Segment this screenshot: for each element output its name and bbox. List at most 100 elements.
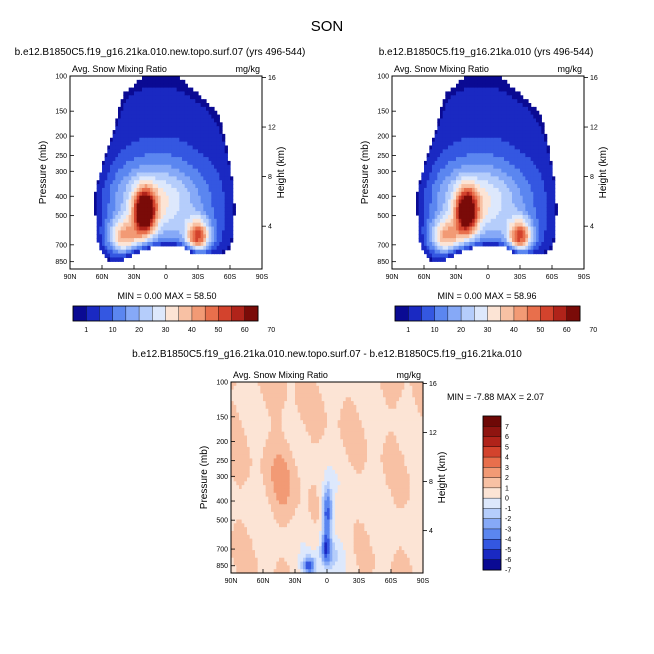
panel-0-cell bbox=[123, 199, 127, 204]
panel-1-cell bbox=[445, 130, 449, 135]
panel-1-cell bbox=[456, 203, 460, 208]
panel-0-cell bbox=[216, 234, 220, 239]
panel-0-cell bbox=[174, 164, 178, 170]
panel-1-cell bbox=[426, 253, 430, 259]
panel-0-cell bbox=[184, 106, 188, 112]
panel-0-cell bbox=[118, 122, 122, 127]
panel-1-cell bbox=[509, 164, 513, 170]
panel-0-cell bbox=[123, 191, 127, 197]
panel-0-cell bbox=[136, 234, 140, 239]
panel-2-cell bbox=[231, 488, 235, 494]
panel-1-cell bbox=[501, 226, 505, 231]
panel-1-cell bbox=[522, 180, 526, 185]
panel-1-cell bbox=[501, 103, 505, 108]
panel-0-cell bbox=[104, 234, 108, 239]
panel-0-cell bbox=[152, 184, 156, 189]
panel-2-cell bbox=[263, 389, 267, 395]
panel-1-cell bbox=[512, 203, 516, 208]
panel-2-cell bbox=[268, 450, 272, 456]
panel-1-cell bbox=[450, 241, 454, 247]
panel-2-cell bbox=[233, 504, 237, 509]
panel-2-cell bbox=[244, 477, 248, 482]
panel-1-cell bbox=[480, 234, 484, 239]
panel-0-cell bbox=[118, 238, 122, 243]
panel-0-cell bbox=[131, 118, 135, 123]
panel-0-cell bbox=[168, 103, 172, 108]
panel-0-cell bbox=[187, 106, 191, 112]
panel-0-cell bbox=[107, 257, 111, 262]
panel-1-cell bbox=[434, 164, 438, 170]
panel-1-cell bbox=[525, 114, 529, 120]
panel-1-cell bbox=[490, 106, 494, 112]
panel-0-cell bbox=[166, 203, 170, 208]
panel-1-cell bbox=[424, 241, 428, 247]
panel-0-cell bbox=[104, 226, 108, 231]
panel-1-cell bbox=[469, 91, 473, 96]
panel-1-cell bbox=[488, 180, 492, 185]
panel-1-rtick-label: 8 bbox=[590, 174, 594, 181]
panel-1-cell bbox=[488, 168, 492, 174]
colorbar-1-label: 1 bbox=[406, 327, 410, 334]
panel-1-cell bbox=[509, 195, 513, 201]
panel-1-cell bbox=[477, 133, 481, 139]
panel-2-cell bbox=[247, 538, 251, 544]
panel-1-cell bbox=[485, 164, 489, 170]
panel-0-cell bbox=[126, 172, 130, 177]
panel-0-cell bbox=[118, 230, 122, 235]
panel-0-cell bbox=[110, 245, 114, 251]
panel-1-cell bbox=[474, 133, 478, 139]
panel-0-cell bbox=[152, 180, 156, 185]
panel-1-cell bbox=[501, 149, 505, 154]
panel-1-cell bbox=[490, 149, 494, 154]
panel-2-cell bbox=[268, 454, 272, 459]
panel-1-cell bbox=[448, 106, 452, 112]
panel-0-cell bbox=[158, 218, 162, 224]
panel-1-cell bbox=[517, 218, 521, 224]
panel-1-cell bbox=[525, 207, 529, 212]
panel-0-cell bbox=[192, 241, 196, 247]
panel-1-cell bbox=[445, 106, 449, 112]
panel-2-cell bbox=[257, 462, 261, 467]
panel-0-cell bbox=[184, 87, 188, 93]
panel-1-cell bbox=[493, 176, 497, 181]
panel-1-cell bbox=[541, 203, 545, 208]
panel-2-cell bbox=[247, 443, 251, 448]
panel-2-cell bbox=[236, 397, 240, 402]
panel-1-cell bbox=[474, 218, 478, 224]
panel-1-cell bbox=[448, 180, 452, 185]
panel-2-cell bbox=[244, 473, 248, 479]
panel-2-cell bbox=[244, 500, 248, 505]
panel-1-cell bbox=[506, 153, 510, 158]
panel-1-cell bbox=[442, 184, 446, 189]
panel-1-cell bbox=[509, 245, 513, 251]
panel-1-cell bbox=[530, 234, 534, 239]
panel-0-cell bbox=[110, 230, 114, 235]
panel-0-cell bbox=[232, 211, 236, 216]
panel-1-cell bbox=[426, 238, 430, 243]
panel-1-cell bbox=[490, 99, 494, 104]
panel-1-cell bbox=[501, 141, 505, 147]
panel-0-cell bbox=[150, 207, 154, 212]
panel-2-cell bbox=[260, 458, 264, 463]
panel-0-cell bbox=[112, 241, 116, 247]
panel-2-cell bbox=[271, 446, 275, 452]
panel-2-cell bbox=[276, 546, 280, 551]
panel-0-cell bbox=[136, 122, 140, 127]
panel-0-cell bbox=[158, 91, 162, 96]
panel-0-cell bbox=[139, 199, 143, 204]
panel-0-cell bbox=[134, 110, 138, 116]
panel-0-cell bbox=[104, 238, 108, 243]
panel-2-cell bbox=[273, 492, 277, 498]
panel-1-cell bbox=[474, 83, 478, 89]
panel-0-cell bbox=[126, 118, 130, 123]
panel-2-cell bbox=[268, 431, 272, 437]
panel-1-cell bbox=[429, 222, 433, 228]
panel-2-cell bbox=[276, 504, 280, 509]
panel-2-cell bbox=[244, 420, 248, 425]
panel-1-cell bbox=[461, 207, 465, 212]
panel-2-cell bbox=[268, 443, 272, 448]
panel-0-cell bbox=[216, 153, 220, 158]
panel-0-cell bbox=[203, 110, 207, 116]
panel-1-cell bbox=[536, 168, 540, 174]
panel-1-cell bbox=[474, 137, 478, 143]
